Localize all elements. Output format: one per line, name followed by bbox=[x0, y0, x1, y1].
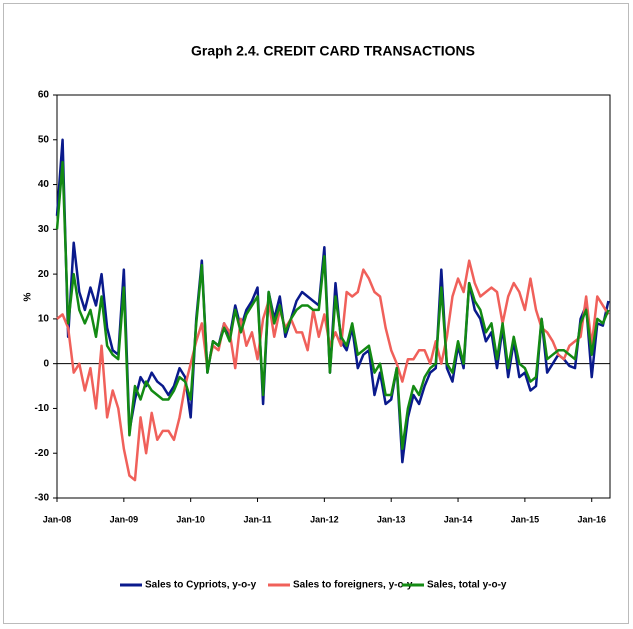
y-tick-label: -30 bbox=[35, 493, 50, 504]
plot-area bbox=[56, 94, 611, 499]
y-tick-label: 10 bbox=[38, 314, 50, 325]
y-tick-label: -20 bbox=[35, 448, 50, 459]
y-tick-label: 60 bbox=[38, 90, 50, 101]
chart-frame bbox=[3, 3, 629, 624]
y-tick-label: 40 bbox=[38, 179, 50, 190]
x-tick-label: Jan-15 bbox=[511, 514, 540, 524]
x-tick-label: Jan-09 bbox=[110, 514, 139, 524]
y-tick-label: 50 bbox=[38, 134, 50, 145]
x-tick-label: Jan-12 bbox=[310, 514, 339, 524]
legend-label: Sales to foreigners, y-o-y bbox=[293, 580, 413, 591]
legend-label: Sales, total y-o-y bbox=[427, 580, 507, 591]
y-tick-label: 30 bbox=[38, 224, 50, 235]
y-tick-label: 0 bbox=[43, 358, 49, 369]
y-axis-label: % bbox=[23, 292, 34, 301]
x-tick-label: Jan-16 bbox=[577, 514, 606, 524]
y-tick-label: 20 bbox=[38, 269, 50, 280]
x-tick-label: Jan-13 bbox=[377, 514, 406, 524]
x-tick-label: Jan-08 bbox=[43, 514, 72, 524]
series-line bbox=[55, 160, 610, 450]
x-tick-label: Jan-11 bbox=[244, 514, 272, 524]
x-tick-label: Jan-14 bbox=[444, 514, 473, 524]
legend-label: Sales to Cypriots, y-o-y bbox=[145, 580, 257, 591]
x-tick-label: Jan-10 bbox=[176, 514, 205, 524]
y-tick-label: -10 bbox=[35, 403, 50, 414]
chart-title: Graph 2.4. CREDIT CARD TRANSACTIONS bbox=[191, 43, 475, 59]
